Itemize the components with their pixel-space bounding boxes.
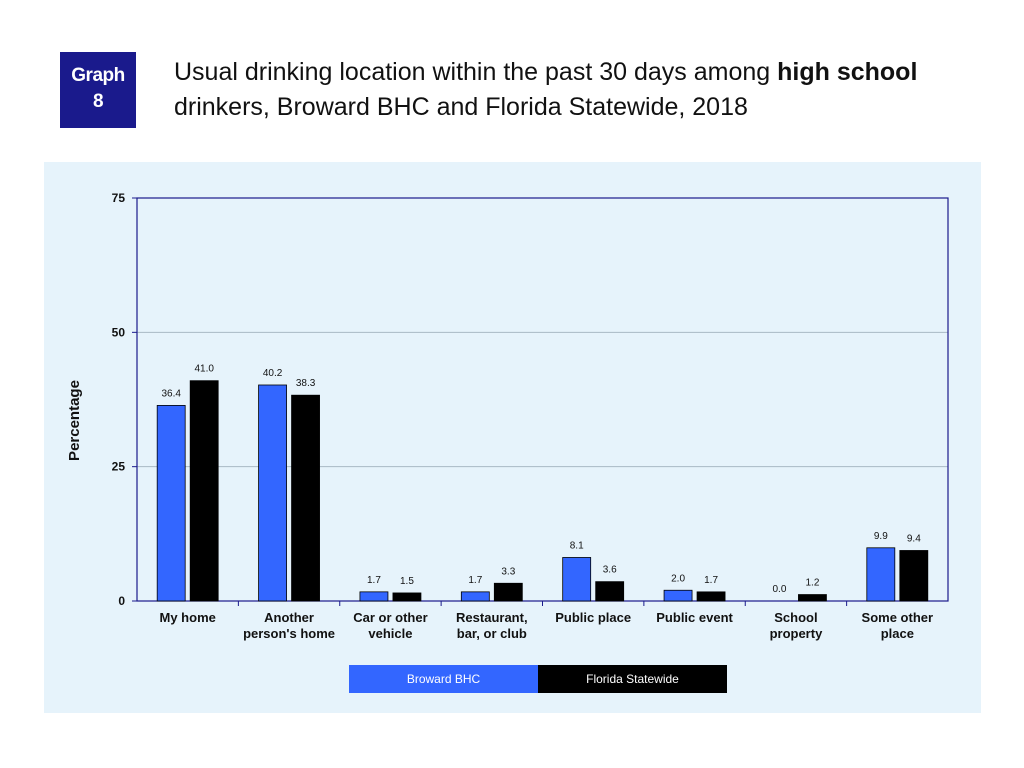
bar-broward	[866, 547, 896, 602]
y-axis-label: Percentage	[66, 380, 83, 461]
badge-line1: Graph	[71, 65, 125, 86]
x-tick-label: School	[774, 610, 817, 625]
data-label: 40.2	[263, 368, 283, 379]
data-label: 36.4	[161, 388, 181, 399]
data-label: 3.3	[501, 566, 515, 577]
y-tick-label: 25	[112, 460, 126, 474]
x-tick-label: Public event	[656, 610, 733, 625]
bar-broward	[156, 405, 186, 602]
bar-florida	[493, 582, 523, 602]
bar-broward	[359, 591, 389, 602]
chart-title: Usual drinking location within the past …	[174, 55, 974, 125]
data-label: 9.9	[874, 531, 888, 542]
x-tick-label: Restaurant,	[456, 610, 528, 625]
x-tick-label: place	[881, 626, 914, 641]
x-tick-label: bar, or club	[457, 626, 527, 641]
bar-florida	[696, 591, 726, 602]
data-label: 38.3	[296, 378, 316, 389]
bar-florida	[392, 592, 422, 602]
x-tick-label: Some other	[862, 610, 934, 625]
legend-broward: Broward BHC	[349, 665, 538, 693]
y-tick-label: 75	[112, 191, 126, 205]
graph-badge: Graph 8	[60, 52, 136, 128]
data-label: 2.0	[671, 573, 685, 584]
data-label: 41.0	[194, 364, 214, 375]
bar-florida	[291, 394, 320, 602]
title-bold: high school	[777, 58, 918, 86]
title-part2: drinkers, Broward BHC and Florida Statew…	[174, 93, 748, 121]
data-label: 1.7	[468, 575, 482, 586]
x-tick-label: property	[770, 626, 824, 641]
bar-broward	[663, 589, 693, 602]
x-tick-label: Car or other	[353, 610, 427, 625]
bar-florida	[798, 594, 827, 602]
data-label: 8.1	[570, 540, 584, 551]
data-label: 0.0	[772, 584, 786, 595]
legend: Broward BHC Florida Statewide	[349, 665, 727, 693]
data-label: 1.5	[400, 576, 414, 587]
x-tick-label: My home	[160, 610, 216, 625]
data-label: 1.7	[704, 575, 718, 586]
x-tick-label: person's home	[243, 626, 335, 641]
data-label: 3.6	[603, 565, 617, 576]
bar-florida	[899, 550, 929, 602]
badge-line2: 8	[92, 91, 104, 112]
bar-broward	[562, 557, 592, 602]
title-part1: Usual drinking location within the past …	[174, 58, 778, 86]
bar-florida	[595, 581, 625, 602]
y-tick-label: 50	[112, 325, 126, 339]
bar-broward	[258, 384, 287, 602]
data-label: 9.4	[907, 533, 921, 544]
legend-florida: Florida Statewide	[538, 665, 727, 693]
x-tick-label: Another	[264, 610, 314, 625]
x-tick-label: Public place	[555, 610, 631, 625]
y-tick-label: 0	[118, 594, 125, 608]
bar-florida	[189, 380, 219, 602]
x-tick-label: vehicle	[368, 626, 412, 641]
data-label: 1.2	[805, 578, 819, 589]
bar-broward	[460, 591, 490, 602]
data-label: 1.7	[367, 575, 381, 586]
